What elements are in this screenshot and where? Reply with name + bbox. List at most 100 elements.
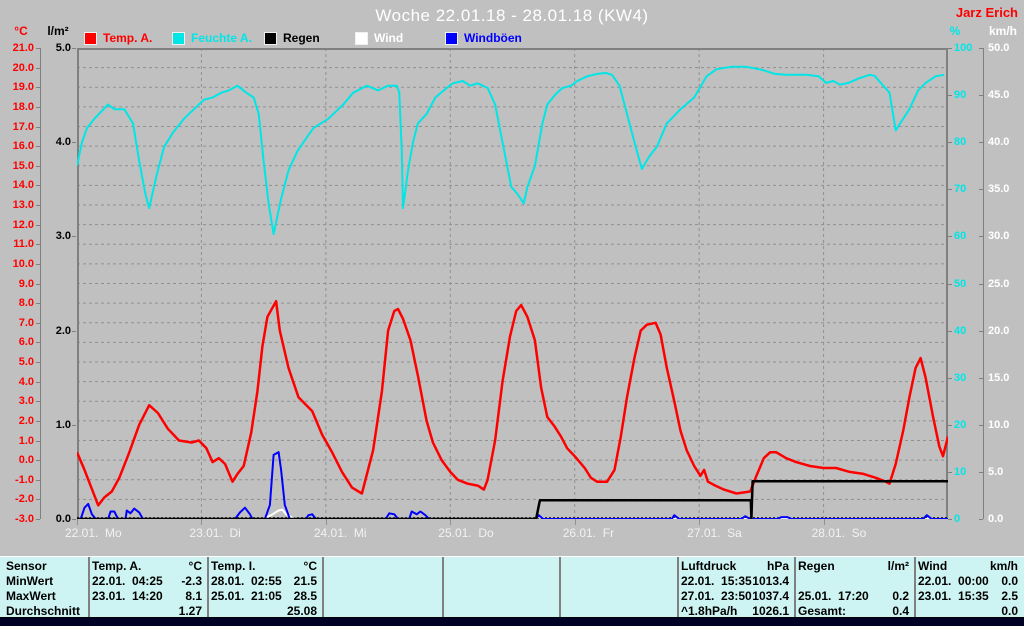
temp-tick-label: 20.0 [12, 61, 34, 74]
user-name: Jarz Erich [955, 5, 1018, 20]
table-column-wind: Wind km/h 22.01. 00:00 0.0 23.01. 15:35 2.5 0.… [918, 557, 1018, 618]
humidity-tick-mark [948, 48, 952, 49]
sensor-header: Wind km/h [918, 559, 1018, 574]
temp-tick-mark [36, 440, 40, 442]
row-label: Sensor [6, 559, 84, 574]
min-cell-value: 21.5 [293, 574, 317, 588]
temp-tick-mark [36, 146, 40, 148]
table-column-empty [326, 557, 437, 618]
legend-item-temp-a: Temp. A. [84, 31, 152, 45]
min-cell [798, 574, 909, 589]
temp-tick-mark [36, 460, 40, 462]
temp-tick-mark [36, 499, 40, 501]
series-temp-a- [77, 299, 948, 507]
summary-table: Sensor MinWert MaxWert Durchschnitt Temp. A.… [0, 556, 1024, 618]
humidity-tick-mark [948, 95, 952, 97]
wind-tick-label: 45.0 [988, 89, 1010, 102]
humidity-tick-mark [948, 424, 952, 426]
day-label: 23.01. Di [189, 526, 241, 540]
row-label-label: MaxWert [6, 589, 56, 603]
temp-tick-label: -3.0 [15, 513, 34, 525]
temp-tick-mark [36, 342, 40, 344]
wind-tick-label: 0.0 [988, 513, 1004, 525]
temp-tick-mark [36, 381, 40, 383]
avg-cell: ^1.8hPa/h 1026.1 [681, 604, 789, 619]
series-feuchte-a- [77, 65, 945, 235]
legend-label-feuchte-a: Feuchte A. [191, 31, 252, 45]
wind-tick-mark [979, 283, 983, 285]
temp-tick-label: 17.0 [12, 120, 34, 133]
min-cell: 22.01. 00:00 0.0 [918, 574, 1018, 589]
temp-tick-label: 5.0 [18, 356, 34, 368]
temp-tick-mark [36, 205, 40, 206]
min-cell [563, 574, 672, 589]
table-divider [442, 557, 444, 618]
chart-title: Woche 22.01.18 - 28.01.18 (KW4) [375, 6, 649, 25]
min-cell: 22.01. 04:25 -2.3 [92, 574, 202, 589]
legend-item-wind: Wind [355, 31, 403, 45]
min-cell [446, 574, 554, 589]
sensor-header [563, 559, 672, 574]
max-cell [326, 589, 437, 604]
wind-tick-label: 40.0 [988, 136, 1010, 149]
wind-tick-mark [979, 95, 983, 97]
wind-tick-label: 5.0 [988, 465, 1004, 478]
legend-swatch-windboeen [445, 31, 458, 45]
legend-label-windboeen: Windböen [464, 31, 522, 45]
max-cell: 25.01. 21:05 28.5 [211, 589, 317, 604]
rain-tick-mark [72, 424, 76, 426]
temp-tick-mark [36, 283, 40, 285]
temp-tick-label: 7.0 [18, 316, 34, 329]
temp-tick-label: 14.0 [12, 179, 34, 192]
temp-axis-line [40, 48, 41, 519]
min-cell: 28.01. 02:55 21.5 [211, 574, 317, 589]
humidity-tick-label: 50 [954, 277, 967, 290]
wind-tick-mark [979, 330, 983, 332]
max-cell [446, 589, 554, 604]
sensor-header-label: Temp. A. [92, 559, 142, 573]
max-cell-label: 23.01. 14:20 [92, 589, 163, 603]
chart-plot-area [77, 48, 948, 519]
sensor-header-label: Luftdruck [681, 559, 737, 573]
humidity-tick-label: 0 [954, 513, 961, 525]
day-label: 28.01. So [811, 526, 867, 540]
temp-tick-label: 15.0 [12, 159, 34, 172]
temp-tick-mark [36, 303, 40, 305]
max-cell: 25.01. 17:20 0.2 [798, 589, 909, 604]
sensor-header: Temp. I. °C [211, 559, 317, 574]
rain-tick-label: 0.0 [55, 513, 71, 525]
max-cell-value: 28.5 [293, 589, 317, 603]
wind-tick-label: 15.0 [988, 371, 1010, 384]
temp-tick-mark [36, 224, 40, 226]
table-divider [914, 557, 916, 618]
day-label: 24.01. Mi [313, 526, 367, 540]
table-column-temp-i-: Temp. I. °C 28.01. 02:55 21.5 25.01. 21:05 28… [211, 557, 317, 618]
humidity-tick-label: 40 [954, 324, 967, 337]
min-cell [326, 574, 437, 589]
humidity-tick-mark [948, 142, 952, 144]
sensor-header-label: Wind [918, 559, 948, 573]
sensor-header-value: °C [303, 559, 317, 573]
rain-tick-label: 1.0 [55, 418, 71, 431]
wind-tick-label: 30.0 [988, 230, 1010, 243]
temp-tick-label: 0.0 [18, 454, 34, 467]
temp-tick-label: 12.0 [12, 218, 34, 231]
max-cell-label: 25.01. 17:20 [798, 589, 869, 603]
avg-cell: 0.0 [918, 604, 1018, 619]
wind-tick-mark [979, 519, 983, 520]
avg-cell-value: 0.0 [1001, 604, 1018, 618]
humidity-tick-label: 90 [954, 89, 967, 102]
day-label: 26.01. Fr [562, 526, 615, 540]
temp-tick-label: 9.0 [18, 277, 34, 290]
temp-axis-unit: °C [14, 24, 28, 38]
sensor-header-value: °C [188, 559, 202, 573]
wind-tick-mark [979, 377, 983, 379]
humidity-tick-label: 30 [954, 371, 967, 384]
temp-tick-mark [36, 48, 40, 49]
table-row-labels: Sensor MinWert MaxWert Durchschnitt [6, 557, 84, 618]
sensor-header [326, 559, 437, 574]
humidity-tick-label: 70 [954, 183, 967, 196]
humidity-tick-label: 80 [954, 136, 967, 149]
row-label-label: Durchschnitt [6, 604, 81, 618]
table-column-regen: Regen l/m² 25.01. 17:20 0.2 Gesamt: 0.4 [798, 557, 909, 618]
